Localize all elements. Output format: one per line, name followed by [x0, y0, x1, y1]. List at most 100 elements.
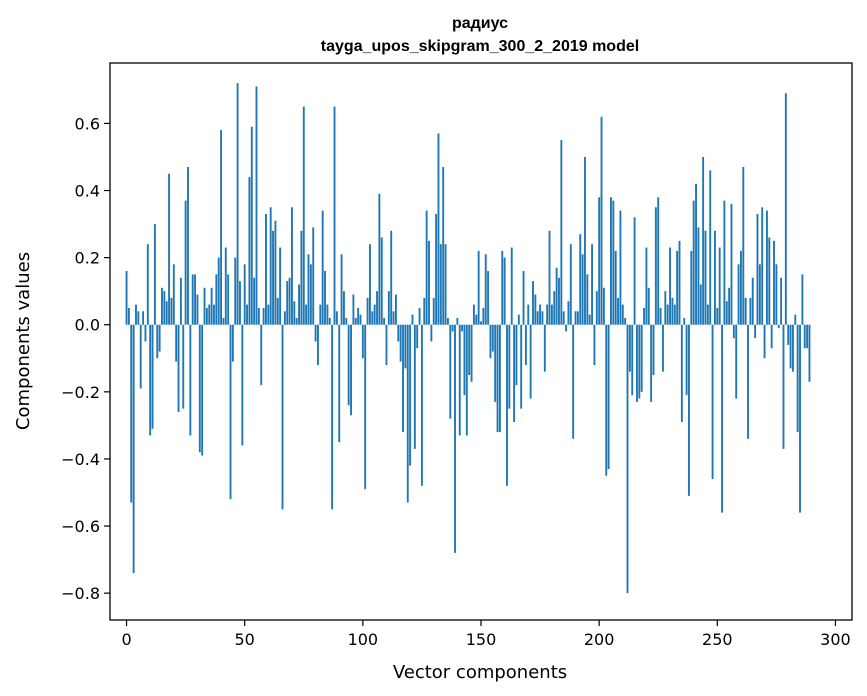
bar-3 [132, 324, 135, 574]
bar-168 [522, 271, 525, 325]
bar-261 [742, 167, 745, 325]
bar-149 [477, 250, 480, 325]
bar-64 [276, 297, 279, 325]
bar-232 [673, 304, 676, 325]
bar-113 [392, 311, 395, 325]
bar-268 [758, 264, 761, 325]
bar-42 [224, 247, 227, 325]
bar-183 [558, 277, 560, 325]
bar-103 [368, 244, 371, 325]
bar-49 [241, 324, 244, 446]
bar-138 [451, 324, 454, 332]
bar-41 [222, 318, 225, 325]
bar-212 [626, 324, 629, 594]
bar-260 [739, 250, 742, 325]
bar-182 [555, 267, 558, 325]
bar-2 [130, 324, 133, 503]
bar-204 [607, 324, 610, 469]
bar-38 [215, 274, 218, 325]
bar-155 [491, 324, 494, 352]
bar-173 [534, 294, 537, 325]
y-tick-label: −0.8 [61, 584, 100, 603]
bar-134 [442, 167, 445, 325]
y-tick-label: 0.0 [75, 316, 100, 335]
bar-289 [808, 324, 811, 382]
bar-281 [789, 324, 792, 369]
bar-160 [503, 257, 506, 325]
x-tick-label: 100 [348, 630, 379, 649]
bar-141 [458, 324, 461, 436]
bar-286 [801, 274, 804, 325]
bar-78 [309, 264, 312, 325]
bar-0 [125, 271, 128, 325]
bar-84 [324, 271, 326, 325]
bar-154 [489, 324, 492, 359]
bar-287 [803, 324, 806, 349]
bar-231 [671, 297, 674, 325]
x-tick-label: 0 [121, 630, 131, 649]
bar-146 [470, 324, 473, 382]
bar-128 [428, 240, 430, 325]
bar-278 [782, 324, 785, 449]
bar-229 [666, 304, 669, 325]
bar-191 [576, 311, 579, 325]
bar-31 [198, 324, 201, 453]
bar-52 [248, 177, 251, 325]
bar-5 [137, 311, 140, 325]
x-tick-label: 300 [820, 630, 851, 649]
bar-89 [335, 311, 338, 325]
bar-127 [425, 210, 428, 325]
bar-176 [541, 311, 544, 325]
bar-137 [449, 324, 452, 419]
bar-73 [298, 284, 300, 325]
bar-161 [506, 324, 508, 486]
bar-140 [456, 318, 459, 325]
bar-124 [418, 307, 421, 325]
bar-36 [210, 287, 213, 325]
bar-197 [591, 244, 594, 325]
bar-253 [723, 200, 726, 325]
chart-title: радиус [452, 15, 508, 32]
bar-252 [721, 324, 723, 513]
bar-246 [706, 304, 709, 325]
bar-135 [444, 244, 447, 325]
bar-193 [581, 254, 584, 325]
bar-225 [657, 197, 660, 325]
bar-93 [345, 318, 348, 325]
bar-218 [640, 324, 643, 392]
bar-7 [142, 311, 145, 325]
bar-195 [586, 274, 589, 325]
bar-92 [343, 291, 345, 325]
bar-74 [300, 230, 303, 325]
bar-139 [454, 324, 456, 553]
bar-88 [333, 106, 336, 325]
bar-266 [754, 324, 757, 339]
bar-61 [269, 207, 272, 325]
bar-33 [203, 287, 206, 325]
bar-136 [446, 318, 449, 325]
bar-158 [498, 324, 501, 433]
x-tick-label: 150 [466, 630, 497, 649]
bar-59 [265, 213, 267, 325]
bar-223 [652, 324, 655, 376]
bar-60 [267, 304, 270, 325]
bar-35 [208, 304, 211, 325]
bar-8 [144, 324, 147, 342]
bar-277 [780, 277, 783, 325]
bar-189 [572, 324, 575, 439]
bar-226 [659, 307, 662, 325]
bar-119 [406, 324, 409, 503]
bar-256 [730, 203, 733, 325]
bar-23 [179, 277, 182, 325]
bar-132 [437, 133, 440, 325]
bar-264 [749, 297, 752, 325]
bar-102 [366, 297, 369, 325]
bar-79 [312, 227, 315, 325]
bar-222 [650, 324, 653, 402]
bar-162 [508, 324, 511, 409]
bar-104 [371, 311, 374, 325]
bar-249 [714, 230, 716, 325]
bar-22 [177, 324, 180, 412]
bar-122 [413, 324, 416, 449]
